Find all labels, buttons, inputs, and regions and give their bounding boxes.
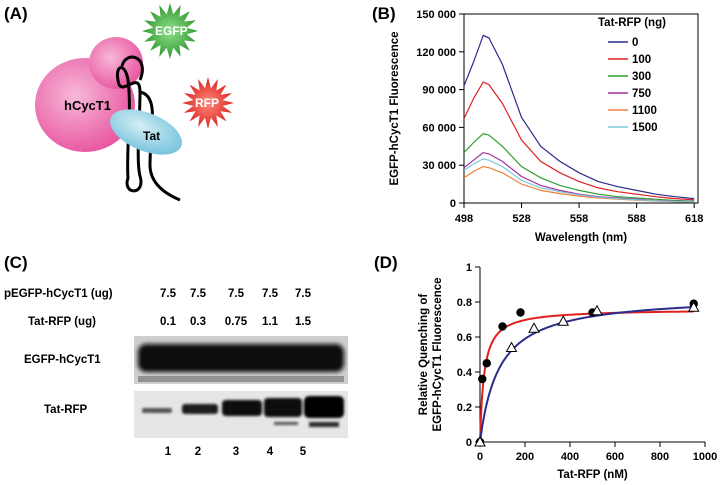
panel-d-letter: (D) [374,253,398,272]
tat-label: Tat [143,129,160,143]
plasmid-value: 7.5 [295,288,311,300]
panel-b-y-tick-label: 120 000 [416,47,456,59]
panel-b-x-axis-label: Wavelength (nm) [535,232,627,244]
panel-d-x-tick-label: 0 [477,451,483,463]
panel-d-y-tick-label: 0.4 [457,367,473,379]
panel-d-data-point-triangle [557,315,570,326]
panel-b-x-tick-label: 618 [685,213,703,225]
panel-b-letter: (B) [372,4,396,23]
plasmid-value: 7.5 [228,288,244,300]
panel-b-legend-entry-1100: 1100 [632,105,657,117]
rfp-label: RFP [195,96,219,110]
panel-b-legend-entry-300: 300 [632,71,651,83]
panel-b-y-tick-label: 150 000 [416,9,456,21]
panel-b-spectra-chart: 0 30 000 60 000 90 000 120 000 150 000 498 528 5… [389,9,703,244]
panel-b-series-line-1500 [463,158,695,203]
tat-row-label: Tat-RFP (ug) [28,316,96,328]
panel-d-x-tick-label: 1000 [693,451,717,463]
panel-d-y-tick-label: 0.8 [457,297,472,309]
plasmid-row-label: pEGFP-hCycT1 (ug) [4,288,113,300]
rfp-starburst [182,77,234,129]
panel-d-x-tick-label: 400 [561,451,579,463]
panel-d-x-tick-label: 800 [651,451,669,463]
panel-b-x-tick-label: 498 [455,213,473,225]
lane-number: 1 [164,446,172,458]
panel-b-legend-entry-100: 100 [632,54,651,66]
panel-b-y-tick-label: 30 000 [422,160,456,172]
panel-d-fit-curve-1 [479,306,694,443]
tar-rna-strand [120,55,181,202]
panel-d-x-tick-label: 600 [606,451,624,463]
panel-b-legend-entry-750: 750 [632,88,651,100]
hcyct1-label: hCycT1 [64,98,111,113]
plasmid-value: 7.5 [160,288,176,300]
panel-c-letter: (C) [4,253,28,272]
tat-value: 0.3 [190,316,206,328]
panel-b-series-line-100 [463,81,695,201]
panel-d-y-tick-label: 0.2 [457,402,472,414]
lane-number: 4 [266,446,274,458]
panel-d-data-point-triangle [505,341,518,352]
panel-d-y-tick-label: 0 [466,437,472,449]
panel-b-legend-entry-0: 0 [632,37,638,49]
panel-a-letter: (A) [4,4,28,23]
western-blot-image [134,336,348,438]
hcyct1-small-lobe [89,37,143,89]
panel-b-plot-frame [463,13,699,204]
panel-d-data-point-triangle [528,322,540,333]
panel-d-data-point-triangle [591,304,603,316]
egfp-band-label: EGFP-hCycT1 [24,354,101,366]
plasmid-value: 7.5 [190,288,206,300]
panel-b-legend-title: Tat-RFP (ng) [598,17,666,29]
lane-number: 2 [194,446,202,458]
panel-b-y-axis-label: EGFP-hCycT1 Fluorescence [389,31,401,185]
panel-b-y-tick-label: 0 [450,198,456,210]
panel-d-data-point-triangle [687,301,700,312]
panel-b-legend-entry-1500: 1500 [632,122,658,134]
panel-d-data-point-circle [482,359,491,368]
panel-b-x-tick-label: 528 [512,213,530,225]
egfp-label: EGFP [155,24,188,38]
panel-d-data-point-circle [498,322,507,331]
panel-d-y-axis-label-line2: EGFP-hCycT1 Fluorescence [432,277,444,431]
panel-d-x-tick-label: 200 [516,451,534,463]
panel-d-data-point-circle [516,308,525,317]
panel-b-x-tick-label: 588 [627,213,645,225]
panel-d-x-axis-label: Tat-RFP (nM) [557,469,628,481]
panel-d-y-axis-label-line1: Relative Quenching of [418,294,430,416]
panel-b-y-tick-label: 60 000 [422,122,456,134]
panel-d-y-tick-label: 0.6 [457,332,472,344]
tat-value: 0.1 [160,316,176,328]
panel-d-data-point-circle [478,374,487,384]
tat-value: 1.5 [295,316,311,328]
panel-a-schematic: hCycT1 Tat EGFP RFP [35,3,234,202]
tar-rna-outline-left [115,66,143,193]
tatrfp-band-label: Tat-RFP [44,404,88,416]
panel-b-series-line-300 [463,133,695,202]
lane-number: 3 [232,446,240,458]
tatrfp-bands [142,396,344,427]
egfp-starburst [142,3,198,59]
egfp-bands [138,344,344,372]
panel-d-quenching-chart: 0 0.2 0.4 0.6 0.8 1 0 200 400 600 800 1000 Relative… [418,262,717,481]
panel-b-x-tick-label: 558 [570,213,588,225]
panel-b-y-tick-label: 90 000 [422,85,456,97]
tat-value: 1.1 [262,316,278,328]
plasmid-value: 7.5 [262,288,278,300]
panel-d-y-tick-label: 1 [466,262,472,274]
tat-value: 0.75 [224,316,248,328]
panel-d-fit-curve-0 [479,310,694,443]
panel-b-series-line-0 [463,34,695,200]
lane-number: 5 [299,446,307,458]
panel-d-data-point-triangle [474,435,486,447]
tat-protein [110,109,182,155]
